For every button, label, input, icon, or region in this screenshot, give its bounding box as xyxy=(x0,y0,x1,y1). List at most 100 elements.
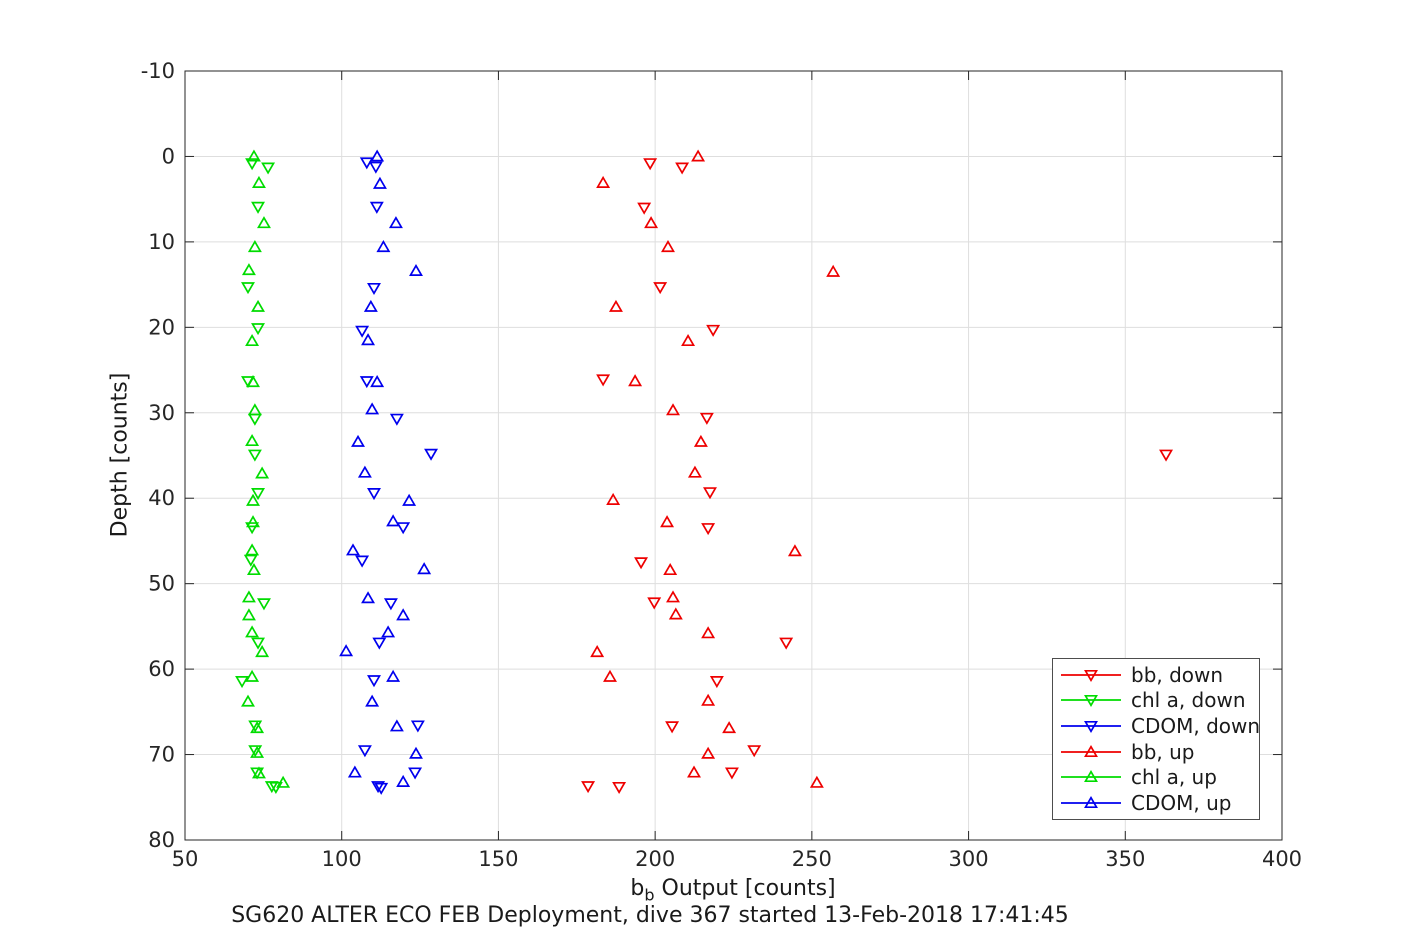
legend-sample xyxy=(1061,695,1121,708)
data-point-marker xyxy=(245,334,260,347)
data-point-marker xyxy=(371,781,386,794)
data-point-marker xyxy=(251,175,266,188)
x-tick-label: 300 xyxy=(949,847,989,871)
legend-item-label: chl a, down xyxy=(1131,688,1246,713)
data-point-marker xyxy=(637,202,652,215)
triangle-down-icon xyxy=(1084,721,1098,734)
x-axis-label-subscript: b xyxy=(644,885,655,905)
data-point-marker xyxy=(251,299,266,312)
data-point-marker xyxy=(367,282,381,296)
data-point-marker xyxy=(251,637,266,650)
data-point-marker xyxy=(603,669,617,682)
figure-title: SG620 ALTER ECO FEB Deployment, dive 367… xyxy=(231,903,1069,928)
data-point-marker xyxy=(581,781,596,794)
data-point-marker xyxy=(628,374,643,387)
data-point-marker xyxy=(359,157,374,170)
data-point-marker xyxy=(359,376,374,389)
data-point-marker xyxy=(701,746,716,759)
data-point-marker xyxy=(660,515,675,528)
data-point-marker xyxy=(376,240,391,253)
data-point-marker xyxy=(383,598,398,611)
data-point-marker xyxy=(357,465,372,478)
data-point-marker xyxy=(647,597,662,610)
data-point-marker xyxy=(251,488,266,501)
data-point-marker xyxy=(245,522,260,535)
data-point-marker xyxy=(247,449,262,462)
data-point-marker xyxy=(396,522,411,535)
data-point-marker xyxy=(248,745,263,758)
data-point-marker xyxy=(245,433,260,447)
data-point-marker xyxy=(251,323,266,336)
data-point-marker xyxy=(367,488,381,501)
data-point-marker xyxy=(709,676,724,689)
x-tick-label: 50 xyxy=(172,847,199,871)
legend-item-label: chl a, up xyxy=(1131,765,1217,790)
x-tick-label: 350 xyxy=(1105,847,1145,871)
y-tick-label: 80 xyxy=(148,828,175,852)
data-point-marker xyxy=(369,201,384,214)
y-tick-label: 0 xyxy=(162,144,175,168)
data-point-marker xyxy=(245,543,260,556)
data-point-marker xyxy=(388,216,403,229)
data-point-marker xyxy=(276,775,291,788)
data-point-marker xyxy=(590,645,605,658)
data-point-marker xyxy=(243,554,258,567)
data-point-marker xyxy=(826,264,841,277)
data-point-marker xyxy=(251,766,266,779)
data-point-marker xyxy=(355,325,370,338)
y-tick-label: 30 xyxy=(148,401,175,425)
legend-item-label: CDOM, up xyxy=(1131,791,1232,816)
data-point-marker xyxy=(355,555,370,568)
data-point-marker xyxy=(417,562,432,575)
data-point-marker xyxy=(372,637,387,650)
data-point-marker xyxy=(257,216,271,229)
legend-item: CDOM, down xyxy=(1059,714,1261,739)
legend-item-label: CDOM, down xyxy=(1131,714,1261,739)
data-point-marker xyxy=(386,669,401,682)
data-point-marker xyxy=(653,282,668,295)
x-axis-label: bb Output [counts] xyxy=(630,876,835,904)
data-point-marker xyxy=(339,644,354,657)
data-point-marker xyxy=(410,720,425,733)
y-axis-label: Depth [counts] xyxy=(107,372,133,538)
data-point-marker xyxy=(703,487,717,500)
x-tick-label: 400 xyxy=(1262,847,1302,871)
data-point-marker xyxy=(386,514,401,527)
data-point-marker xyxy=(675,162,690,175)
data-point-marker xyxy=(396,608,411,621)
data-point-marker xyxy=(706,324,721,337)
data-point-marker xyxy=(699,412,714,425)
data-point-marker xyxy=(241,694,255,707)
data-point-marker xyxy=(661,240,675,253)
data-point-marker xyxy=(1159,449,1174,462)
legend-item-label: bb, down xyxy=(1131,662,1224,687)
legend-item: bb, up xyxy=(1059,739,1259,764)
data-point-marker xyxy=(370,149,385,162)
data-point-marker xyxy=(644,216,659,229)
data-point-marker xyxy=(724,767,739,780)
data-point-marker xyxy=(381,625,396,638)
data-point-marker xyxy=(389,719,404,732)
data-point-marker xyxy=(246,493,260,506)
series-chl-a-down xyxy=(235,158,283,795)
y-tick-label: 20 xyxy=(148,315,175,339)
data-point-marker xyxy=(246,562,261,576)
data-point-marker xyxy=(246,149,261,162)
x-axis-label-base: b xyxy=(630,876,645,901)
data-point-marker xyxy=(681,334,696,347)
data-point-marker xyxy=(701,523,716,536)
data-point-marker xyxy=(424,448,439,461)
y-tick-label: 50 xyxy=(148,572,175,596)
data-point-marker xyxy=(408,767,423,780)
data-point-marker xyxy=(693,434,708,447)
data-point-marker xyxy=(402,493,417,506)
data-point-marker xyxy=(409,263,423,276)
series-CDOM-up xyxy=(339,149,432,787)
data-point-marker xyxy=(365,694,380,707)
data-point-marker xyxy=(241,263,256,276)
x-tick-label: 150 xyxy=(478,847,518,871)
data-point-marker xyxy=(663,562,678,576)
data-point-marker xyxy=(606,492,621,505)
x-axis-label-rest: Output [counts] xyxy=(654,876,836,901)
data-point-marker xyxy=(596,374,611,387)
